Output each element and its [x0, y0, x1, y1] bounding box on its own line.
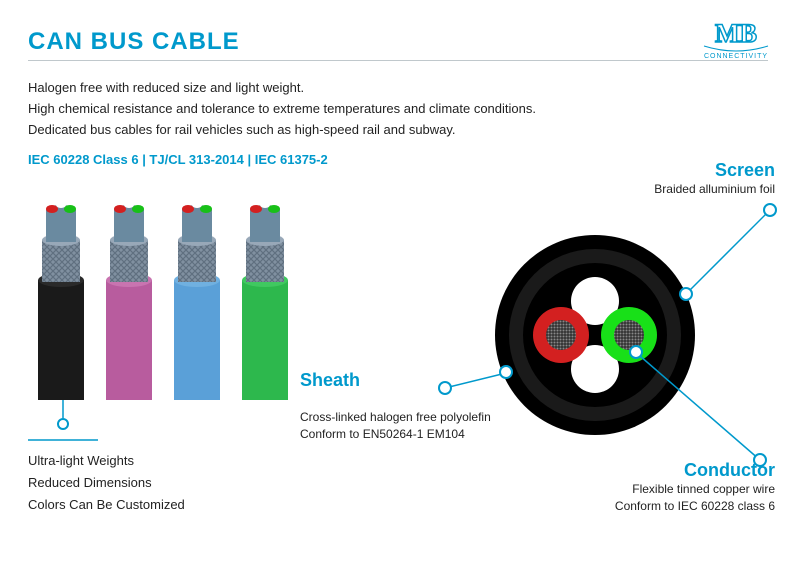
conductor-title: Conductor — [565, 460, 775, 481]
sheath-sub: Cross-linked halogen free polyolefin — [300, 409, 491, 426]
screen-sub: Braided alluminium foil — [620, 181, 775, 198]
screen-title: Screen — [620, 160, 775, 181]
screen-callout: Screen Braided alluminium foil — [620, 160, 775, 198]
sheath-callout: Sheath Cross-linked halogen free polyole… — [300, 370, 491, 443]
sheath-title: Sheath — [300, 370, 491, 391]
sheath-sub: Conform to EN50264-1 EM104 — [300, 426, 491, 443]
conductor-sub: Flexible tinned copper wire — [565, 481, 775, 498]
conductor-callout: Conductor Flexible tinned copper wire Co… — [565, 460, 775, 515]
conductor-sub: Conform to IEC 60228 class 6 — [565, 498, 775, 515]
